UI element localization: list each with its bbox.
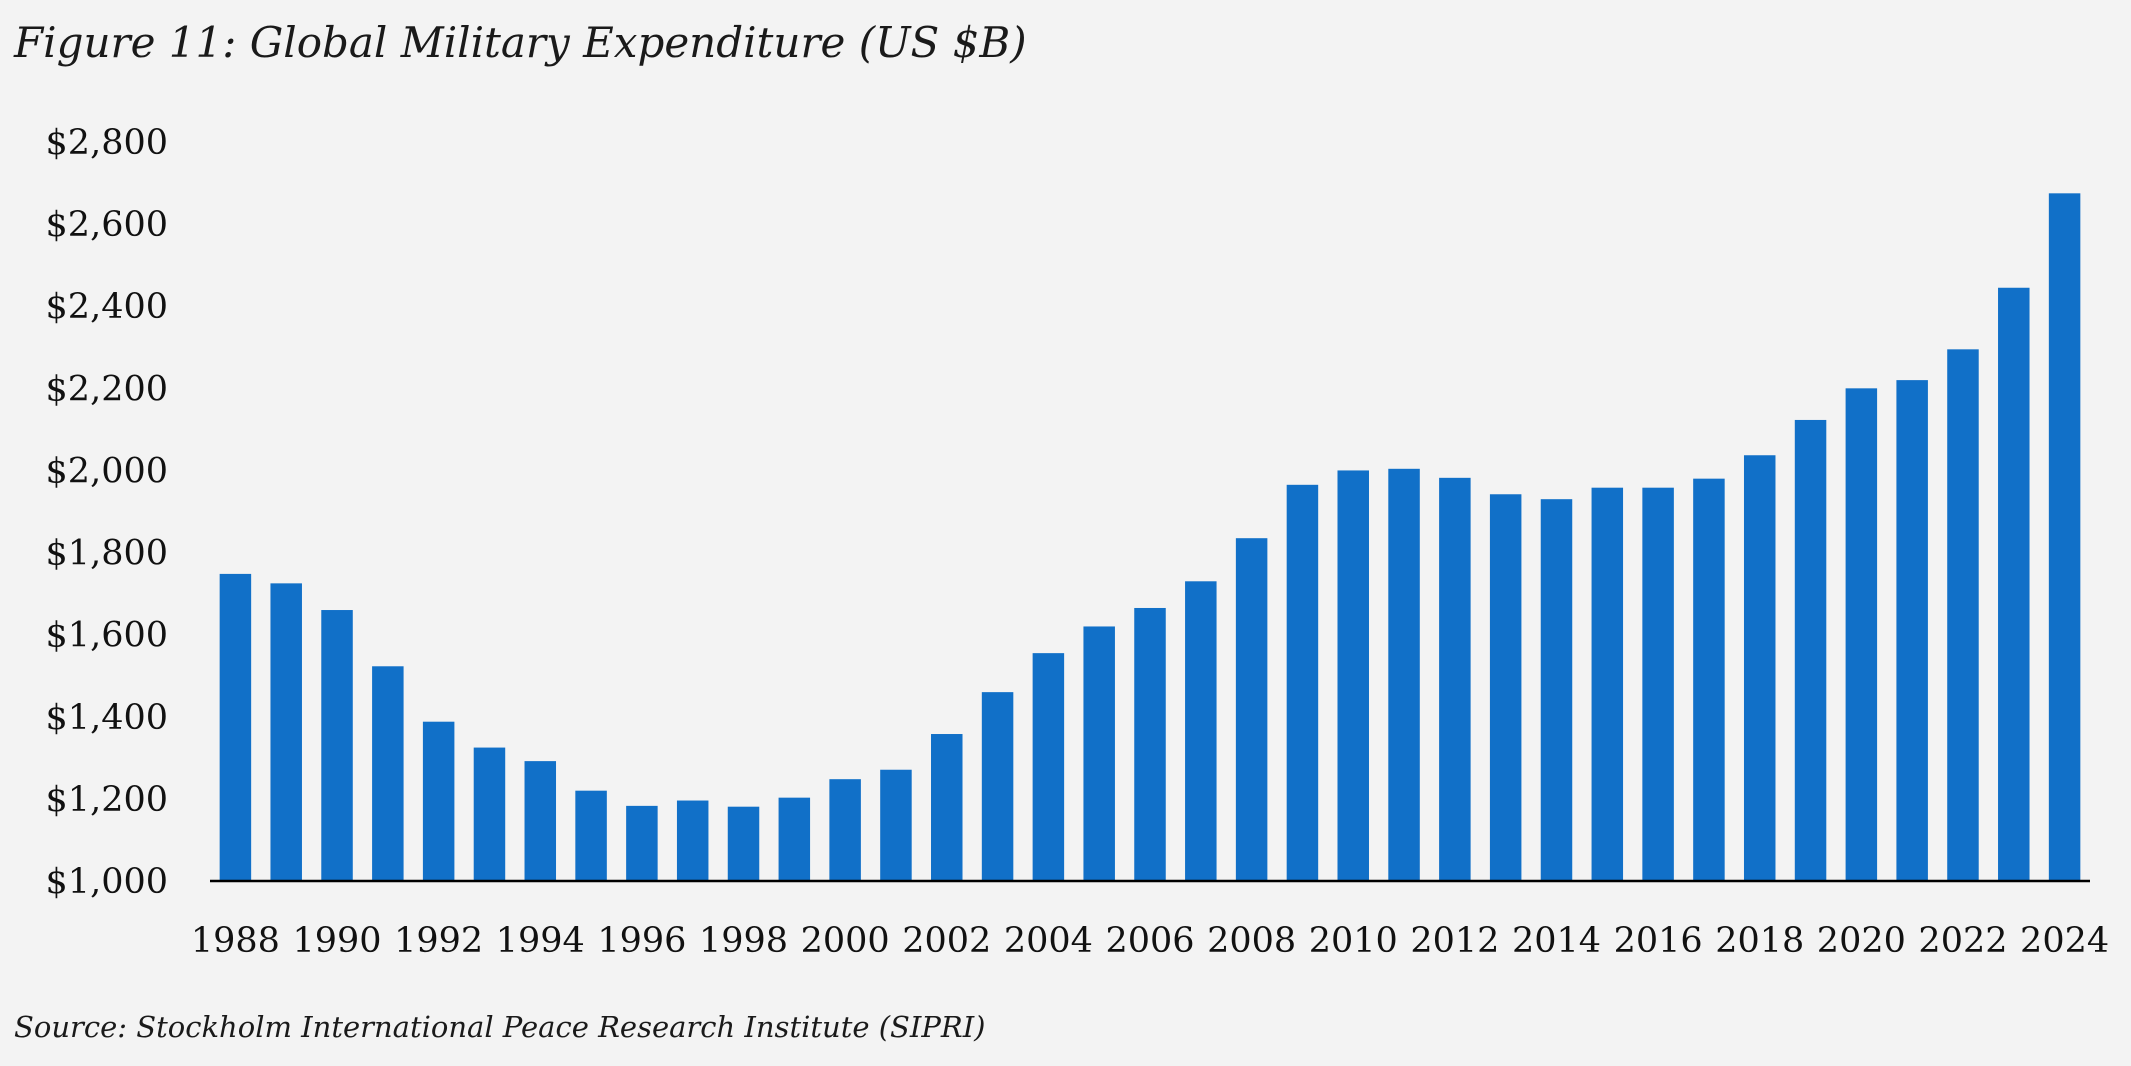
bar-2007 xyxy=(1185,581,1217,881)
y-tick-label: $2,000 xyxy=(46,451,168,491)
x-tick-label: 1992 xyxy=(394,921,483,961)
bar-2010 xyxy=(1337,470,1369,881)
bar-2014 xyxy=(1540,499,1573,881)
y-tick-label: $1,000 xyxy=(46,862,168,902)
bar-1999 xyxy=(778,797,811,881)
bar-2009 xyxy=(1286,484,1319,881)
bar-2012 xyxy=(1439,477,1471,881)
bar-2011 xyxy=(1388,468,1420,881)
x-tick-label: 2018 xyxy=(1715,921,1804,961)
x-axis: 1988 1990 1992 1994 1996 1998 2000 2002 2004 2006… xyxy=(191,879,2109,961)
x-tick-label: 2020 xyxy=(1817,921,1906,961)
x-tick-label: 2010 xyxy=(1309,921,1398,961)
y-tick-label: $1,400 xyxy=(46,698,168,738)
x-tick-label: 2014 xyxy=(1512,921,1601,961)
y-tick-label: $2,200 xyxy=(46,369,168,409)
bar-1998 xyxy=(727,806,760,881)
source-note: Source: Stockholm International Peace Re… xyxy=(14,1010,986,1044)
bar-2003 xyxy=(981,692,1014,881)
bar-1988 xyxy=(219,573,252,881)
bar-1993 xyxy=(473,747,506,881)
bar-2002 xyxy=(931,734,963,881)
bar-2013 xyxy=(1489,494,1522,881)
chart-title: Figure 11: Global Military Expenditure (… xyxy=(14,18,1027,67)
y-tick-label: $1,600 xyxy=(46,616,168,656)
x-tick-label: 2024 xyxy=(2020,921,2109,961)
bar-2021 xyxy=(1896,380,1928,881)
bar-2006 xyxy=(1134,607,1166,881)
bar-2015 xyxy=(1591,487,1624,881)
bar-2008 xyxy=(1235,538,1268,881)
bar-2022 xyxy=(1947,349,1979,882)
bar-1991 xyxy=(372,666,404,881)
bar-2005 xyxy=(1083,626,1115,881)
bar-2020 xyxy=(1845,388,1878,881)
x-tick-label: 2008 xyxy=(1207,921,1296,961)
x-tick-label: 2006 xyxy=(1105,921,1194,961)
bar-2024 xyxy=(2048,193,2081,881)
bar-1994 xyxy=(524,761,557,881)
y-tick-label: $1,200 xyxy=(46,780,168,820)
x-tick-label: 2002 xyxy=(902,921,991,961)
bar-1997 xyxy=(676,800,709,881)
bar-2023 xyxy=(1998,287,2030,881)
bar-2018 xyxy=(1743,455,1776,881)
bar-2017 xyxy=(1693,478,1725,881)
x-tick-label: 1996 xyxy=(597,921,686,961)
bar-1995 xyxy=(575,790,607,881)
bar-1996 xyxy=(626,805,658,881)
bar-1990 xyxy=(321,610,353,881)
y-tick-label: $2,600 xyxy=(46,205,168,245)
x-tick-label: 2000 xyxy=(801,921,890,961)
x-tick-label: 1988 xyxy=(191,921,280,961)
bar-2019 xyxy=(1794,419,1827,881)
y-axis: $1,000 $1,200 $1,400 $1,600 $1,800 $2,000 $2,2… xyxy=(46,123,168,902)
bars-group xyxy=(219,193,2081,882)
bar-2001 xyxy=(880,769,912,881)
x-tick-label: 2012 xyxy=(1410,921,1499,961)
y-tick-label: $2,400 xyxy=(46,287,168,327)
x-tick-label: 1990 xyxy=(292,921,381,961)
x-tick-label: 2016 xyxy=(1614,921,1703,961)
bar-2000 xyxy=(829,779,861,881)
bar-2016 xyxy=(1642,487,1674,881)
x-tick-label: 1998 xyxy=(699,921,788,961)
x-tick-label: 2004 xyxy=(1004,921,1093,961)
bar-chart: $1,000 $1,200 $1,400 $1,600 $1,800 $2,000 $2,2… xyxy=(46,123,2110,961)
bar-1989 xyxy=(270,583,302,881)
x-tick-label: 2022 xyxy=(1918,921,2007,961)
y-tick-label: $1,800 xyxy=(46,534,168,574)
x-tick-label: 1994 xyxy=(496,921,585,961)
bar-1992 xyxy=(422,721,455,881)
y-tick-label: $2,800 xyxy=(46,123,168,163)
bar-2004 xyxy=(1032,653,1065,881)
